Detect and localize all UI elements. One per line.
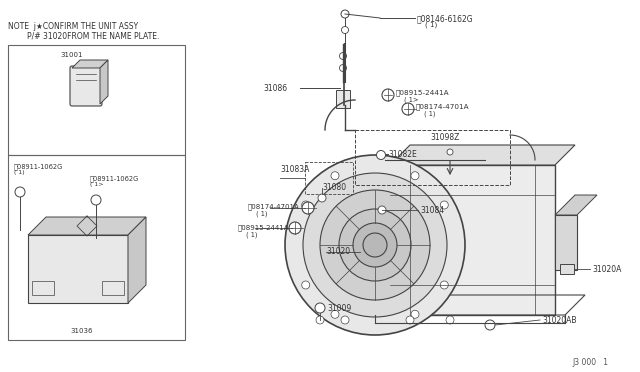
Text: ( 1): ( 1) xyxy=(14,170,24,175)
Circle shape xyxy=(339,52,346,60)
Circle shape xyxy=(339,64,346,71)
Text: NOTE  j★CONFIRM THE UNIT ASSY: NOTE j★CONFIRM THE UNIT ASSY xyxy=(8,22,138,31)
Polygon shape xyxy=(100,60,108,104)
Circle shape xyxy=(315,303,325,313)
Bar xyxy=(355,130,510,185)
Circle shape xyxy=(447,149,453,155)
Text: Ⓠ08915-2441A: Ⓠ08915-2441A xyxy=(238,224,289,231)
Text: 31086: 31086 xyxy=(263,84,287,93)
Text: ( 1): ( 1) xyxy=(246,231,257,237)
FancyBboxPatch shape xyxy=(70,66,102,106)
Circle shape xyxy=(341,10,349,18)
Circle shape xyxy=(485,320,495,330)
Circle shape xyxy=(301,201,310,209)
Text: 31098Z: 31098Z xyxy=(430,133,460,142)
Circle shape xyxy=(342,26,349,33)
Bar xyxy=(8,155,185,340)
Circle shape xyxy=(285,155,465,335)
Text: ( 1): ( 1) xyxy=(256,210,268,217)
Text: 31009: 31009 xyxy=(327,304,351,313)
Text: ⓝ08911-1062G: ⓝ08911-1062G xyxy=(14,163,63,170)
Circle shape xyxy=(331,310,339,318)
Circle shape xyxy=(446,316,454,324)
Circle shape xyxy=(411,172,419,180)
Text: 31083A: 31083A xyxy=(280,165,309,174)
Text: 31036: 31036 xyxy=(70,328,93,334)
Text: ( 1): ( 1) xyxy=(425,21,437,28)
Bar xyxy=(336,90,350,108)
Bar xyxy=(560,264,574,274)
Text: ( 1>: ( 1> xyxy=(90,182,104,187)
Circle shape xyxy=(440,281,448,289)
Circle shape xyxy=(382,89,394,101)
Circle shape xyxy=(378,206,386,214)
Polygon shape xyxy=(72,60,108,68)
Text: ⓝ08911-1062G: ⓝ08911-1062G xyxy=(90,175,140,182)
Polygon shape xyxy=(555,195,597,215)
Circle shape xyxy=(411,310,419,318)
Text: 31001: 31001 xyxy=(60,52,83,58)
Text: Ⓑ08146-6162G: Ⓑ08146-6162G xyxy=(417,14,474,23)
Text: 31084: 31084 xyxy=(420,206,444,215)
Text: 31020: 31020 xyxy=(326,247,350,256)
Circle shape xyxy=(303,173,447,317)
Text: 31080: 31080 xyxy=(322,183,346,192)
Circle shape xyxy=(339,209,411,281)
Circle shape xyxy=(318,194,326,202)
Circle shape xyxy=(341,316,349,324)
Polygon shape xyxy=(128,217,146,303)
Circle shape xyxy=(353,223,397,267)
Circle shape xyxy=(376,151,385,160)
Text: ( 1>: ( 1> xyxy=(404,96,419,103)
Text: 31020A: 31020A xyxy=(592,265,621,274)
Text: P/# 31020FROM THE NAME PLATE.: P/# 31020FROM THE NAME PLATE. xyxy=(8,31,159,40)
Circle shape xyxy=(402,103,414,115)
Polygon shape xyxy=(28,217,146,235)
Circle shape xyxy=(289,222,301,234)
Circle shape xyxy=(91,195,101,205)
Bar xyxy=(305,162,353,194)
Circle shape xyxy=(406,316,414,324)
FancyBboxPatch shape xyxy=(390,165,555,315)
FancyBboxPatch shape xyxy=(555,215,577,270)
Bar xyxy=(8,45,185,155)
Text: J3 000   1: J3 000 1 xyxy=(572,358,608,367)
Circle shape xyxy=(440,201,448,209)
Circle shape xyxy=(301,281,310,289)
Text: 31082E: 31082E xyxy=(388,150,417,159)
Text: Ⓠ08915-2441A: Ⓠ08915-2441A xyxy=(396,89,450,96)
Circle shape xyxy=(302,202,314,214)
Circle shape xyxy=(316,316,324,324)
Circle shape xyxy=(15,187,25,197)
Text: Ⓑ08174-4701A: Ⓑ08174-4701A xyxy=(248,203,300,209)
Polygon shape xyxy=(390,145,575,165)
Circle shape xyxy=(331,172,339,180)
Bar xyxy=(28,235,128,303)
Circle shape xyxy=(320,190,430,300)
Bar xyxy=(102,281,124,295)
Circle shape xyxy=(363,233,387,257)
Text: 31020AB: 31020AB xyxy=(542,316,577,325)
Text: Ⓑ08174-4701A: Ⓑ08174-4701A xyxy=(416,103,470,110)
Text: ( 1): ( 1) xyxy=(424,110,435,116)
Bar xyxy=(32,281,54,295)
